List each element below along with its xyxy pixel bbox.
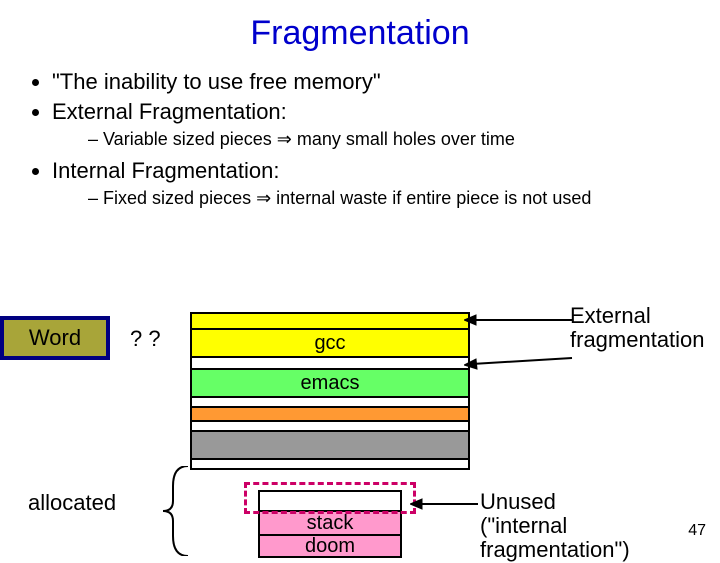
external-label: External fragmentation — [570, 304, 705, 352]
ext-arrow-2 — [464, 354, 574, 370]
mem-segment-8 — [192, 458, 468, 468]
page-number: 47 — [688, 522, 706, 540]
bullet-list: "The inability to use free memory" Exter… — [0, 69, 720, 209]
mem-segment-1: gcc — [192, 328, 468, 356]
word-box: Word — [0, 316, 110, 360]
bullet-3a: Fixed sized pieces ⇒ internal waste if e… — [88, 188, 720, 209]
bullet-1: "The inability to use free memory" — [52, 69, 720, 95]
bullet-2a: Variable sized pieces ⇒ many small holes… — [88, 129, 720, 150]
memory-diagram: gcc emacs — [190, 312, 470, 470]
internal-label-1: Unused — [480, 490, 630, 514]
qq-label: ? ? — [130, 326, 161, 352]
bullet-3: Internal Fragmentation: — [52, 158, 720, 184]
mem-segment-3: emacs — [192, 368, 468, 396]
internal-label: Unused ("internal fragmentation") — [480, 490, 630, 563]
external-label-2: fragmentation — [570, 328, 705, 352]
mem-segment-2 — [192, 356, 468, 368]
allocated-brace — [158, 466, 198, 556]
bullet-2: External Fragmentation: — [52, 99, 720, 125]
mem-segment-7 — [192, 430, 468, 458]
stack-segment-2: doom — [260, 534, 400, 556]
ext-arrow-1 — [464, 312, 574, 328]
page-title: Fragmentation — [0, 14, 720, 53]
mem-segment-0 — [192, 314, 468, 328]
mem-segment-5 — [192, 406, 468, 420]
mem-segment-6 — [192, 420, 468, 430]
internal-dashed-box — [244, 482, 416, 514]
internal-label-3: fragmentation") — [480, 538, 630, 562]
mem-segment-4 — [192, 396, 468, 406]
internal-label-2: ("internal — [480, 514, 630, 538]
external-label-1: External — [570, 304, 705, 328]
word-label: Word — [29, 325, 81, 351]
int-arrow — [410, 496, 480, 512]
allocated-label: allocated — [28, 490, 116, 516]
